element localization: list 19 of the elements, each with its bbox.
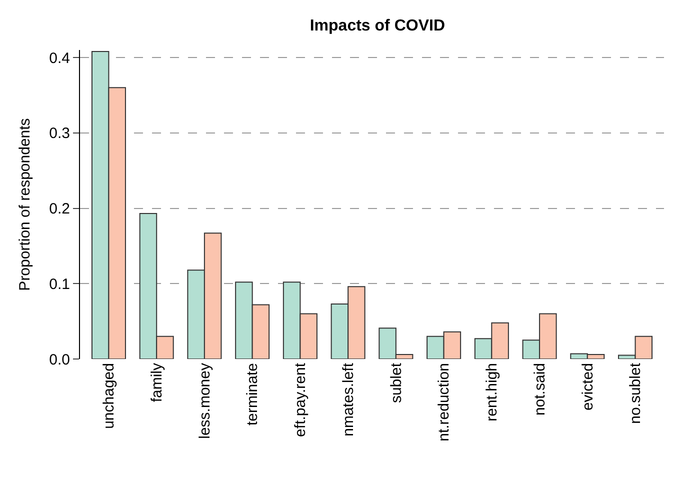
y-tick-label: 0.1 [49,276,70,293]
x-tick-label: sublet [388,362,405,404]
x-tick-label: rent.high [484,363,501,422]
x-tick-label: terminate [244,363,262,426]
x-tick-label: eft.pay.rent [292,362,310,437]
y-tick-label: 0.2 [49,200,70,218]
chart-title: Impacts of COVID [310,17,446,34]
y-tick-label: 0.3 [49,125,70,142]
x-tick-label: family [148,362,166,402]
y-tick-label: 0.4 [49,50,70,67]
y-axis-title: Proportion of respondents [16,118,34,291]
x-tick-label: not.said [531,363,548,416]
x-tick-label: nt.reduction [436,363,453,442]
x-tick-label: unchaged [100,363,118,429]
x-tick-label: nmates.left [340,362,357,436]
x-tick-label: less.money [196,362,214,439]
x-tick-label: no.sublet [627,362,644,424]
y-tick-label: 0.0 [49,351,70,368]
x-tick-label: evicted [579,363,596,411]
